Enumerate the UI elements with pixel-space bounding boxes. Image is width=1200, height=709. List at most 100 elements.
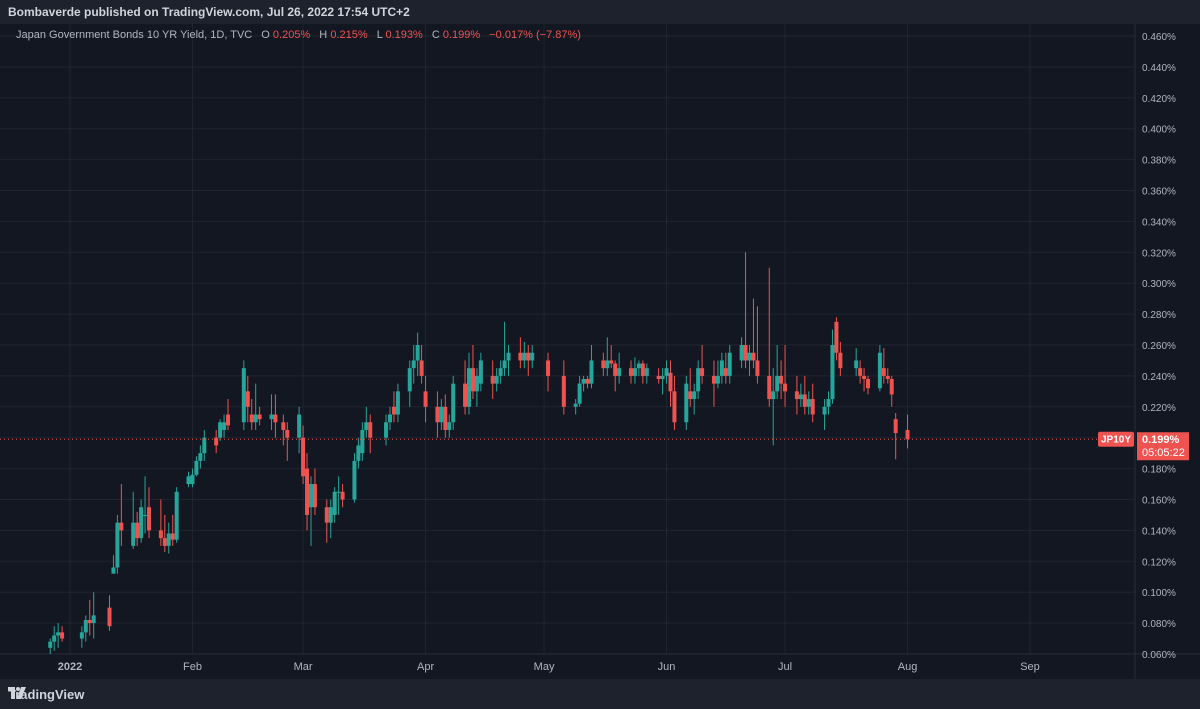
candle <box>467 352 472 415</box>
candle-body <box>751 352 756 361</box>
candle <box>581 375 586 392</box>
candle <box>755 306 760 384</box>
candle <box>700 345 705 384</box>
candle-body <box>48 641 53 648</box>
candle-body <box>719 360 724 376</box>
chart-panel[interactable]: 0.460% 0.440% 0.420% 0.400% 0.380% 0.360% 0.34… <box>0 24 1200 679</box>
candle <box>636 360 641 376</box>
x-tick-label: Sep <box>1020 661 1040 673</box>
y-tick-label: 0.260% <box>1142 341 1176 352</box>
candle-body <box>688 391 693 400</box>
candle <box>613 360 618 392</box>
candle <box>273 394 278 438</box>
candle-body <box>775 375 780 392</box>
candle <box>226 399 231 430</box>
candle-body <box>364 422 369 430</box>
candle <box>518 337 523 369</box>
tradingview-logo[interactable]: TradingView <box>8 687 84 702</box>
candle <box>119 484 124 546</box>
candle <box>391 391 396 423</box>
publish-info: Bombaverde published on TradingView.com,… <box>8 5 410 19</box>
candle <box>526 345 531 376</box>
candle <box>546 352 551 392</box>
candle <box>747 345 752 376</box>
candle-body <box>407 368 412 392</box>
candle <box>866 375 871 395</box>
candle-body <box>107 607 112 627</box>
candle-body <box>822 406 827 415</box>
price-tag-countdown: 05:05:22 <box>1142 447 1185 459</box>
candle-body <box>664 368 669 376</box>
candle-body <box>779 375 784 384</box>
y-tick-label: 0.080% <box>1142 619 1176 630</box>
candle <box>692 383 697 415</box>
candle <box>135 511 140 546</box>
candle-body <box>202 437 207 454</box>
candle <box>490 360 495 400</box>
candle-body <box>905 429 910 440</box>
candle <box>474 368 479 407</box>
candle-body <box>52 635 57 642</box>
candle <box>794 375 799 415</box>
candle <box>111 555 116 574</box>
candle-body <box>443 406 448 430</box>
candle-body <box>640 363 645 376</box>
candle <box>158 499 163 546</box>
candle-body <box>384 422 389 438</box>
tradingview-logo-text: TradingView <box>8 687 85 702</box>
y-tick-label: 0.400% <box>1142 125 1176 136</box>
candle <box>162 514 167 553</box>
price-axis[interactable]: 0.460% 0.440% 0.420% 0.400% 0.380% 0.360% 0.34… <box>1142 32 1176 661</box>
candle-body <box>463 383 468 407</box>
candle-body <box>388 414 392 423</box>
candle-body <box>656 375 661 379</box>
candle-body <box>214 437 219 446</box>
candle-body <box>561 375 566 407</box>
candle <box>340 484 345 508</box>
legend-low-value: 0.193% <box>385 29 423 41</box>
candle <box>826 391 831 415</box>
candle <box>423 375 428 423</box>
legend-open-label: O <box>261 29 270 41</box>
candle <box>779 360 784 400</box>
candle <box>664 360 669 384</box>
candle-body <box>467 368 472 407</box>
candle <box>561 360 566 415</box>
candle-body <box>332 491 337 515</box>
y-tick-label: 0.340% <box>1142 217 1176 228</box>
candle-body <box>609 360 614 364</box>
candle-body <box>360 429 365 454</box>
candle <box>79 626 84 648</box>
candle-body <box>644 368 649 376</box>
candlestick-chart[interactable]: 0.460% 0.440% 0.420% 0.400% 0.380% 0.360% 0.34… <box>0 24 1200 679</box>
candle-body <box>83 620 88 633</box>
y-tick-label: 0.220% <box>1142 403 1176 414</box>
candle <box>364 406 369 438</box>
candle <box>249 399 254 430</box>
candle <box>862 368 867 392</box>
candle-body <box>305 468 310 515</box>
candle-body <box>301 437 306 477</box>
candle-body <box>518 352 523 361</box>
candle-body <box>589 360 594 384</box>
candle <box>328 499 333 539</box>
candle <box>885 368 890 384</box>
x-tick-label: 2022 <box>58 661 82 673</box>
candle-body <box>269 414 274 420</box>
candle <box>822 399 827 430</box>
candle-body <box>806 399 811 407</box>
time-axis[interactable]: 2022 Feb Mar Apr May Jun Jul Aug Sep <box>58 661 1040 673</box>
candle-body <box>858 368 863 376</box>
candle-body <box>506 352 511 361</box>
y-tick-label: 0.300% <box>1142 279 1176 290</box>
candle-body <box>684 383 689 423</box>
candle <box>530 345 535 369</box>
candle-body <box>423 391 428 407</box>
candle-body <box>273 414 278 423</box>
candle <box>775 345 780 400</box>
candle-body <box>158 530 163 539</box>
legend-open-value: 0.205% <box>273 29 311 41</box>
candle-body <box>715 375 720 384</box>
candle <box>439 399 444 430</box>
candle <box>143 476 148 534</box>
